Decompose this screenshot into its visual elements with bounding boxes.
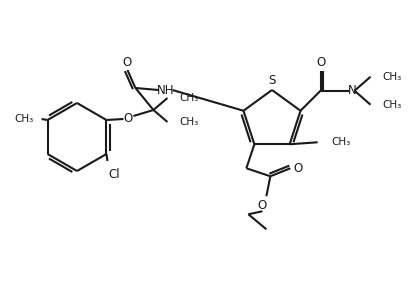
Text: Cl: Cl [109,168,120,181]
Text: NH: NH [157,83,174,96]
Text: CH₃: CH₃ [180,117,199,127]
Text: N: N [348,84,357,97]
Text: CH₃: CH₃ [332,137,351,147]
Text: O: O [124,111,133,124]
Text: O: O [316,56,325,69]
Text: CH₃: CH₃ [383,72,402,82]
Text: CH₃: CH₃ [180,93,199,103]
Text: S: S [268,74,276,87]
Text: O: O [123,56,132,69]
Text: O: O [294,162,303,175]
Text: CH₃: CH₃ [383,100,402,110]
Text: CH₃: CH₃ [14,114,33,124]
Text: O: O [258,199,267,212]
